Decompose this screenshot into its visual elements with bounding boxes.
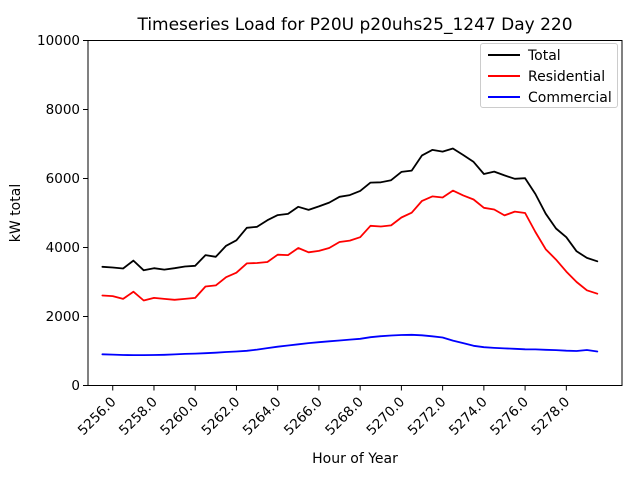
- series-line-residential: [101, 189, 599, 302]
- legend: Total Residential Commercial: [480, 43, 618, 108]
- series-lines: [101, 147, 599, 357]
- y-axis-label: kW total: [8, 184, 24, 242]
- legend-item-commercial: Commercial: [488, 90, 612, 106]
- y-tick-label: 2000: [46, 309, 80, 325]
- y-tick-label: 0: [71, 378, 80, 394]
- x-axis-label: Hour of Year: [312, 451, 398, 467]
- legend-box: [480, 43, 618, 108]
- legend-label: Total: [527, 48, 561, 64]
- y-tick-label: 10000: [37, 33, 80, 49]
- y-tick-label: 4000: [46, 240, 80, 256]
- y-axis-ticks: 0 2000 4000 6000 8000 10000: [37, 33, 88, 394]
- legend-item-total: Total: [488, 48, 561, 64]
- chart-title: Timeseries Load for P20U p20uhs25_1247 D…: [136, 15, 572, 35]
- y-tick-label: 6000: [46, 171, 80, 187]
- legend-label: Commercial: [528, 90, 612, 106]
- legend-label: Residential: [528, 69, 605, 85]
- series-line-total: [101, 147, 599, 272]
- plot-area: [87, 40, 623, 386]
- legend-item-residential: Residential: [488, 69, 605, 85]
- y-tick-label: 8000: [46, 102, 80, 118]
- series-line-commercial: [101, 333, 599, 357]
